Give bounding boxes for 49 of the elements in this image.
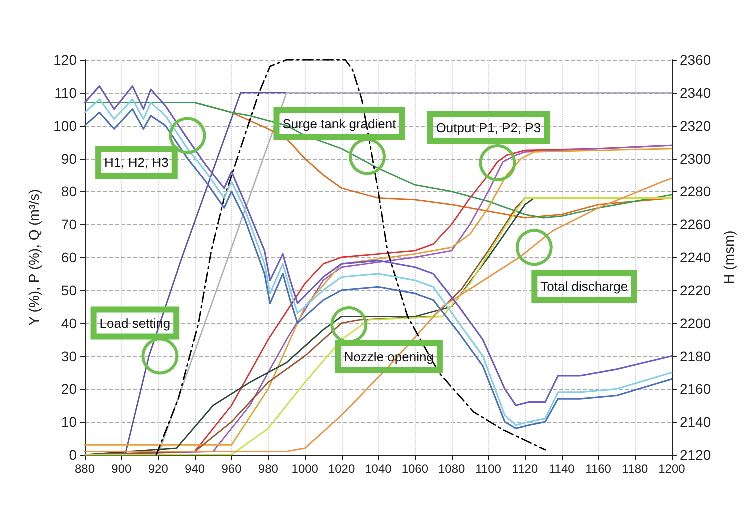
- x-tick-label: 920: [148, 462, 169, 476]
- y-tick-label: 70: [61, 216, 78, 233]
- x-tick-label: 1060: [402, 462, 429, 476]
- annotation: Output P1, P2, P3: [436, 120, 542, 136]
- y-tick-label: 50: [61, 282, 78, 298]
- x-tick-label: 940: [185, 462, 206, 476]
- x-tick-label: 1020: [328, 462, 356, 476]
- x-tick-label: 1140: [548, 462, 576, 476]
- x-tick-label: 1000: [292, 462, 319, 476]
- x-tick-label: 980: [258, 462, 279, 476]
- y-tick-label: 60: [61, 250, 78, 266]
- y2-tick-label: 2160: [680, 381, 712, 398]
- annotation: Total discharge: [540, 279, 628, 294]
- x-tick-label: 1100: [476, 462, 502, 476]
- y2-tick-label: 2140: [680, 414, 712, 430]
- y2-tick-label: 2280: [680, 184, 712, 200]
- y2-tick-label: 2240: [680, 250, 712, 266]
- y2-tick-label: 2320: [680, 118, 712, 134]
- y2-tick-label: 2340: [680, 84, 712, 101]
- y-tick-label: 30: [61, 348, 78, 364]
- x-tick-label: 1160: [586, 462, 612, 476]
- x-tick-label: 1180: [622, 462, 648, 476]
- x-tick-label: 880: [74, 462, 96, 476]
- annotation: H1, H2, H3: [104, 155, 169, 170]
- y2-axis-title: H (msm): [721, 230, 737, 284]
- x-tick-label: 1080: [438, 462, 466, 476]
- y-tick-label: 20: [61, 381, 78, 398]
- y-axis-title: Y (%), P (%), Q (m³/s): [26, 189, 42, 326]
- y2-tick-label: 2220: [680, 282, 712, 298]
- y-tick-label: 90: [61, 150, 78, 167]
- y2-tick-label: 2260: [680, 216, 712, 233]
- y-tick-label: 110: [54, 84, 78, 101]
- y-tick-label: 40: [61, 315, 78, 332]
- y-tick-label: 10: [61, 414, 78, 430]
- y-tick-label: 80: [61, 184, 78, 200]
- x-tick-label: 900: [112, 462, 132, 476]
- y2-tick-label: 2200: [680, 315, 712, 332]
- annotation: Surge tank gradient: [282, 116, 397, 132]
- y-tick-label: 120: [54, 52, 78, 68]
- y-tick-label: 100: [54, 118, 78, 134]
- y2-tick-label: 2180: [680, 348, 712, 364]
- y2-tick-label: 2300: [680, 150, 712, 167]
- y2-tick-label: 2360: [680, 52, 712, 68]
- x-tick-label: 1120: [512, 462, 538, 476]
- y2-tick-label: 2120: [680, 447, 712, 463]
- x-tick-label: 960: [222, 462, 242, 476]
- y-tick-label: 0: [69, 447, 78, 463]
- x-tick-label: 1200: [658, 462, 686, 476]
- x-tick-label: 1040: [365, 462, 392, 476]
